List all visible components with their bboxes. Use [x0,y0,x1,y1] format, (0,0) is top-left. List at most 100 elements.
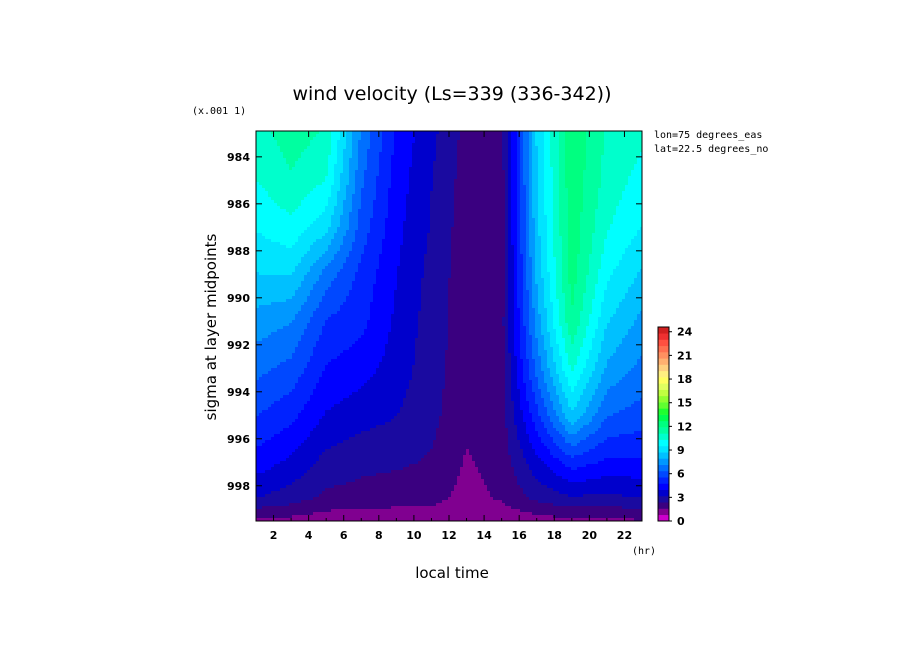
field-cell [400,182,404,186]
field-cell [394,170,398,174]
field-cell [547,134,551,138]
field-cell [391,239,395,243]
field-cell [550,242,554,246]
field-cell [487,209,491,213]
field-cell [322,161,326,165]
field-cell [457,137,461,141]
field-cell [583,200,587,204]
field-cell [415,167,419,171]
field-cell [610,221,614,225]
field-cell [400,170,404,174]
field-cell [373,137,377,141]
field-cell [490,191,494,195]
field-cell [634,197,638,201]
field-cell [370,182,374,186]
field-cell [343,242,347,246]
field-cell [331,131,335,135]
field-cell [568,227,572,231]
field-cell [439,137,443,141]
field-cell [424,161,428,165]
field-cell [346,209,350,213]
field-cell [445,167,449,171]
field-cell [616,242,620,246]
field-cell [277,224,281,228]
field-cell [517,194,521,198]
field-cell [610,215,614,219]
field-cell [358,158,362,162]
field-cell [298,146,302,150]
field-cell [547,143,551,147]
field-cell [394,203,398,207]
field-cell [358,188,362,192]
field-cell [271,212,275,216]
field-cell [499,227,503,231]
field-cell [568,221,572,225]
field-cell [454,143,458,147]
field-cell [403,164,407,168]
field-cell [565,239,569,243]
field-cell [496,143,500,147]
field-cell [331,224,335,228]
field-cell [295,173,299,177]
field-cell [430,134,434,138]
field-cell [292,224,296,228]
field-cell [328,200,332,204]
field-cell [328,152,332,156]
field-cell [277,146,281,150]
field-cell [301,176,305,180]
field-cell [499,158,503,162]
field-cell [487,200,491,204]
field-cell [487,188,491,192]
field-cell [370,215,374,219]
field-cell [520,194,524,198]
field-cell [298,203,302,207]
field-cell [262,206,266,210]
field-cell [604,224,608,228]
field-cell [523,182,527,186]
field-cell [622,197,626,201]
field-cell [556,182,560,186]
field-cell [502,215,506,219]
field-cell [376,197,380,201]
field-cell [532,218,536,222]
field-cell [262,161,266,165]
field-cell [298,191,302,195]
field-cell [586,152,590,156]
field-cell [451,188,455,192]
field-cell [370,218,374,222]
field-cell [394,182,398,186]
field-cell [298,158,302,162]
field-cell [556,224,560,228]
field-cell [580,209,584,213]
field-cell [616,191,620,195]
field-cell [406,194,410,198]
field-cell [529,167,533,171]
field-cell [622,194,626,198]
field-cell [463,203,467,207]
field-cell [307,239,311,243]
field-cell [565,227,569,231]
field-cell [625,170,629,174]
field-cell [565,209,569,213]
field-cell [508,191,512,195]
field-cell [457,233,461,237]
field-cell [262,167,266,171]
field-cell [337,194,341,198]
field-cell [595,242,599,246]
field-cell [631,164,635,168]
field-cell [616,143,620,147]
field-cell [265,155,269,159]
field-cell [487,236,491,240]
field-cell [520,179,524,183]
field-cell [586,224,590,228]
field-cell [598,242,602,246]
field-cell [298,197,302,201]
field-cell [469,239,473,243]
field-cell [622,206,626,210]
field-cell [550,134,554,138]
field-cell [634,209,638,213]
field-cell [451,239,455,243]
field-cell [526,212,530,216]
field-cell [625,134,629,138]
field-cell [481,191,485,195]
